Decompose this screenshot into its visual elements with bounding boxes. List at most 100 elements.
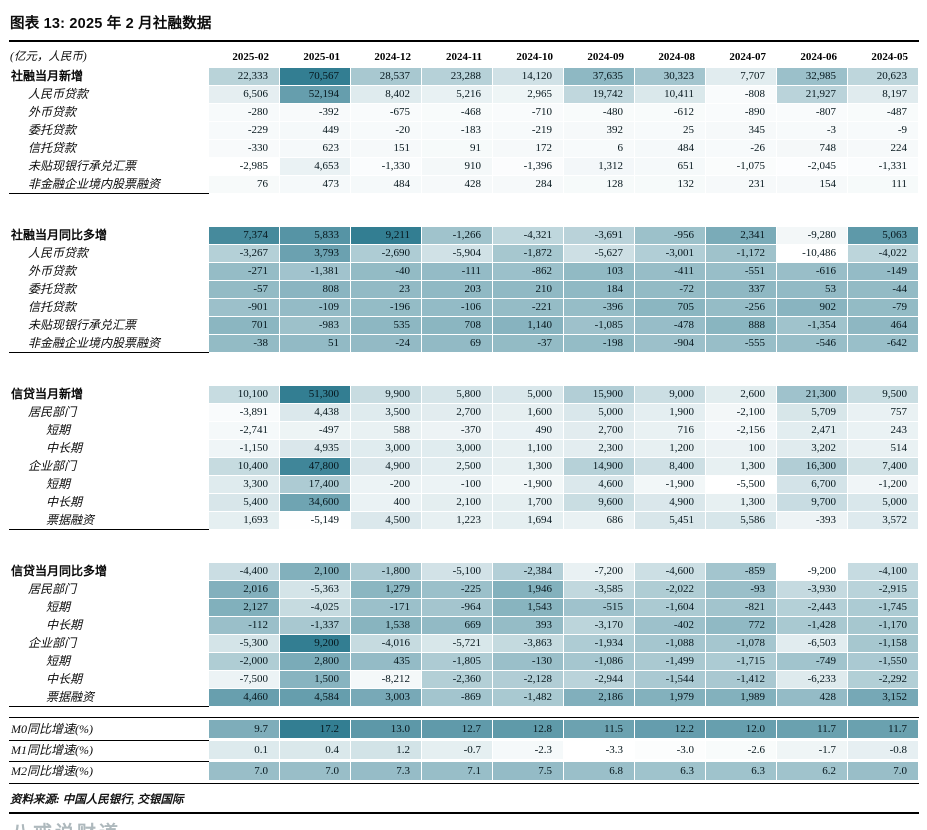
data-cell: -9,280 (777, 227, 848, 245)
data-cell: -200 (351, 476, 422, 494)
data-cell: 1,312 (564, 158, 635, 176)
data-cell: -862 (493, 263, 564, 281)
table-row: 居民部门 2,016 -5,363 1,279 -225 1,946 -3,585 -2,02… (9, 581, 919, 599)
data-cell: -2.6 (706, 741, 777, 762)
data-cell: 484 (635, 140, 706, 158)
data-cell: -2,443 (777, 599, 848, 617)
data-cell: -4,400 (209, 563, 280, 581)
data-cell: 473 (280, 176, 351, 194)
data-cell: 3,003 (351, 689, 422, 707)
data-cell: 0.1 (209, 741, 280, 762)
data-cell: 10,100 (209, 386, 280, 404)
data-cell: 103 (564, 263, 635, 281)
data-cell: -37 (493, 335, 564, 353)
data-cell: 8,402 (351, 86, 422, 104)
data-cell: 888 (706, 317, 777, 335)
data-cell: -5,149 (280, 512, 351, 530)
data-cell: 9,200 (280, 635, 351, 653)
data-cell: -2,045 (777, 158, 848, 176)
data-cell: 17.2 (280, 720, 351, 741)
data-cell: 12.2 (635, 720, 706, 741)
column-header: 2024-06 (777, 49, 848, 66)
row-label: 委托贷款 (28, 282, 77, 296)
data-cell: 111 (848, 176, 919, 194)
data-cell: -225 (422, 581, 493, 599)
data-cell: 6.3 (635, 762, 706, 783)
data-cell: -3,170 (564, 617, 635, 635)
data-cell: 1,100 (493, 440, 564, 458)
data-cell: 5,586 (706, 512, 777, 530)
table-row: 信托贷款 -901 -109 -196 -106 -221 -396 705 -256 902 -7… (9, 299, 919, 317)
data-cell: -1,715 (706, 653, 777, 671)
data-cell: 70,567 (280, 68, 351, 86)
data-cell: -5,100 (422, 563, 493, 581)
data-cell: 6.2 (777, 762, 848, 783)
data-cell: 9.7 (209, 720, 280, 741)
data-cell: -171 (351, 599, 422, 617)
data-cell: 7.3 (351, 762, 422, 783)
data-cell: 4,653 (280, 158, 351, 176)
row-label: M1同比增速(%) (9, 741, 209, 762)
data-cell: -1,170 (848, 617, 919, 635)
table-section: 社融当月同比多增 7,374 5,833 9,211 -1,266 -4,321 -3,69… (9, 227, 919, 353)
data-cell: 588 (351, 422, 422, 440)
data-cell: 21,927 (777, 86, 848, 104)
data-cell: -229 (209, 122, 280, 140)
data-cell: -10,486 (777, 245, 848, 263)
table-row: 非金融企业境内股票融资 76 473 484 428 284 128 132 231 154 111 (9, 176, 919, 194)
data-cell: -3,267 (209, 245, 280, 263)
data-cell: -79 (848, 299, 919, 317)
data-cell: 3,000 (351, 440, 422, 458)
data-cell: 623 (280, 140, 351, 158)
data-cell: -555 (706, 335, 777, 353)
data-cell: 51 (280, 335, 351, 353)
data-cell: 9,000 (635, 386, 706, 404)
row-label: 票据融资 (9, 512, 209, 530)
data-cell: -890 (706, 104, 777, 122)
data-cell: 1,989 (706, 689, 777, 707)
data-cell: -2,156 (706, 422, 777, 440)
data-cell: -1,337 (280, 617, 351, 635)
data-cell: -6,503 (777, 635, 848, 653)
data-cell: 1,946 (493, 581, 564, 599)
data-cell: -5,627 (564, 245, 635, 263)
data-cell: 3,000 (422, 440, 493, 458)
row-label: 未贴现银行承兑汇票 (28, 159, 137, 173)
data-cell: -859 (706, 563, 777, 581)
column-header: 2025-01 (280, 49, 351, 66)
data-cell: -1,428 (777, 617, 848, 635)
table-row: 票据融资 4,460 4,584 3,003 -869 -1,482 2,186 1,979 1… (9, 689, 919, 707)
data-cell: -24 (351, 335, 422, 353)
data-cell: -7,200 (564, 563, 635, 581)
data-cell: 7,707 (706, 68, 777, 86)
column-header: 2025-02 (209, 49, 280, 66)
data-cell: -487 (848, 104, 919, 122)
column-header: 2024-05 (848, 49, 919, 66)
data-cell: -5,500 (706, 476, 777, 494)
data-cell: 2,016 (209, 581, 280, 599)
data-cell: 8,197 (848, 86, 919, 104)
data-cell: -280 (209, 104, 280, 122)
data-cell: -1,354 (777, 317, 848, 335)
data-cell: 435 (351, 653, 422, 671)
data-cell: -1,200 (848, 476, 919, 494)
data-cell: 9,500 (848, 386, 919, 404)
table-row: 社融当月同比多增 7,374 5,833 9,211 -1,266 -4,321 -3,69… (9, 227, 919, 245)
data-cell: 1,900 (635, 404, 706, 422)
data-cell: 1,300 (706, 458, 777, 476)
column-header: 2024-08 (635, 49, 706, 66)
data-cell: 203 (422, 281, 493, 299)
data-cell: -3.0 (635, 741, 706, 762)
data-cell: 5,709 (777, 404, 848, 422)
data-cell: -1,872 (493, 245, 564, 263)
data-cell: 0.4 (280, 741, 351, 762)
data-cell: 6,506 (209, 86, 280, 104)
data-cell: -44 (848, 281, 919, 299)
data-cell: -1,800 (351, 563, 422, 581)
table-row: 票据融资 1,693 -5,149 4,500 1,223 1,694 686 5,451 5,… (9, 512, 919, 530)
data-cell: -808 (706, 86, 777, 104)
data-cell: 464 (848, 317, 919, 335)
data-cell: -1,900 (635, 476, 706, 494)
data-cell: -2,292 (848, 671, 919, 689)
data-cell: 5,833 (280, 227, 351, 245)
